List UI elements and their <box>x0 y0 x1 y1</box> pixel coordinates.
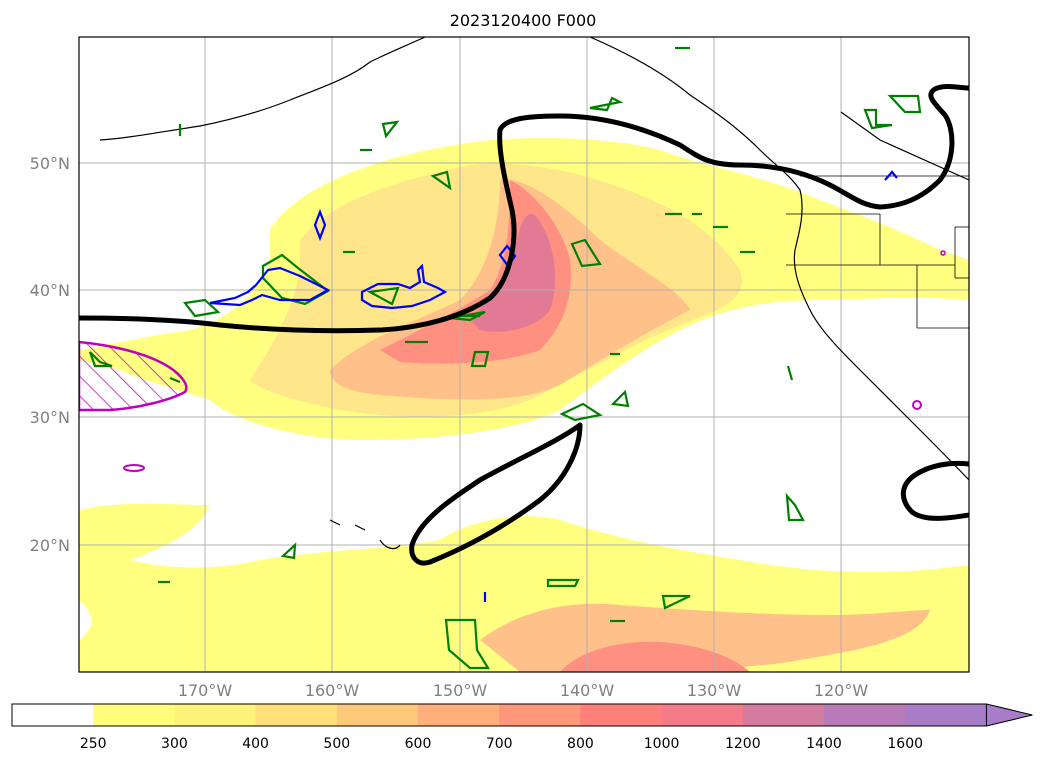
colorbar-segment <box>824 704 906 726</box>
magenta-hatched-region <box>79 250 946 472</box>
lon-label-170w: 170°W <box>178 681 233 700</box>
colorbar-tick-label: 400 <box>242 736 269 752</box>
longitude-labels: 170°W 160°W 150°W 140°W 130°W 120°W <box>178 681 869 700</box>
lat-label-30n: 30°N <box>30 408 70 427</box>
colorbar-segment <box>905 704 987 726</box>
colorbar-tick-label: 1600 <box>887 736 923 752</box>
colorbar-segment <box>174 704 257 726</box>
lat-label-40n: 40°N <box>30 281 70 300</box>
jet-contour <box>79 83 969 566</box>
lon-label-140w: 140°W <box>560 681 615 700</box>
colorbar-segment <box>93 704 175 726</box>
colorbar-segment <box>661 704 744 726</box>
colorbar-tick-label: 300 <box>161 736 188 752</box>
blue-contours <box>209 170 898 602</box>
latitude-labels: 50°N 40°N 30°N 20°N <box>30 154 70 555</box>
lon-label-120w: 120°W <box>814 681 869 700</box>
colorbar-tick-label: 250 <box>80 736 107 752</box>
ivt-band-1000 <box>470 214 555 332</box>
figure-title: 2023120400 F000 <box>450 11 597 30</box>
ivt-band-subtropical-700 <box>560 641 750 672</box>
colorbar-tick-label: 1200 <box>725 736 761 752</box>
colorbar-segment <box>742 704 825 726</box>
lat-label-20n: 20°N <box>30 536 70 555</box>
colorbar-tick-label: 1400 <box>806 736 842 752</box>
colorbar: 250 300 400 500 600 700 800 1000 1200 1400 1600 <box>11 703 1033 752</box>
colorbar-tick-label: 700 <box>486 736 513 752</box>
lon-label-130w: 130°W <box>687 681 742 700</box>
map-frame <box>78 36 970 673</box>
colorbar-tick-label: 600 <box>405 736 432 752</box>
coastlines <box>99 37 969 550</box>
lat-label-50n: 50°N <box>30 154 70 173</box>
colorbar-extend-arrow <box>985 703 1033 727</box>
lon-label-150w: 150°W <box>433 681 488 700</box>
colorbar-segment <box>418 704 500 726</box>
colorbar-segment <box>580 704 663 726</box>
colorbar-tick-label: 800 <box>567 736 594 752</box>
map-panel <box>78 36 970 673</box>
lon-label-160w: 160°W <box>305 681 360 700</box>
green-contours <box>88 46 922 670</box>
grid-lines <box>79 37 969 672</box>
colorbar-segment <box>499 704 581 726</box>
colorbar-tick-label: 500 <box>323 736 350 752</box>
colorbar-segment <box>255 704 338 726</box>
colorbar-tick-label: 1000 <box>644 736 680 752</box>
colorbar-segment <box>12 704 94 726</box>
colorbar-outline <box>11 703 987 727</box>
colorbar-segment <box>336 704 419 726</box>
